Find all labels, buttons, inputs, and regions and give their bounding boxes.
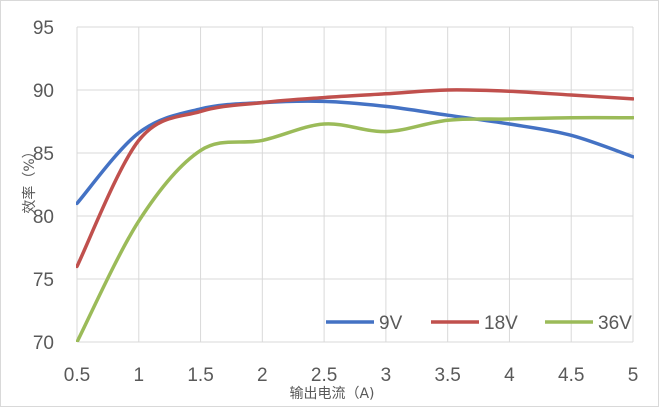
y-tick-label: 75 bbox=[33, 270, 54, 291]
x-tick-label: 2 bbox=[257, 365, 268, 386]
x-tick-label: 4.5 bbox=[558, 365, 584, 386]
y-tick-label: 90 bbox=[33, 81, 54, 102]
x-tick-label: 4 bbox=[504, 365, 515, 386]
grid bbox=[76, 26, 634, 343]
x-tick-label: 5 bbox=[628, 365, 639, 386]
x-tick-label: 2.5 bbox=[311, 365, 337, 386]
legend: 9V 18V 36V bbox=[326, 313, 632, 334]
x-axis-ticks: 0.5 1 1.5 2 2.5 3 3.5 4 4.5 5 bbox=[64, 365, 639, 386]
series-line-36v bbox=[76, 115, 634, 342]
x-tick-label: 3 bbox=[381, 365, 392, 386]
x-tick-label: 1 bbox=[133, 365, 144, 386]
y-axis-ticks: 70 75 80 85 90 95 bbox=[33, 18, 54, 354]
x-tick-label: 0.5 bbox=[64, 365, 90, 386]
y-axis-title: 效率（%） bbox=[21, 144, 38, 213]
x-tick-label: 1.5 bbox=[187, 365, 213, 386]
y-tick-label: 95 bbox=[33, 18, 54, 39]
x-tick-label: 3.5 bbox=[434, 365, 460, 386]
y-tick-label: 70 bbox=[33, 333, 54, 354]
legend-label-36v: 36V bbox=[598, 313, 632, 334]
y-tick-label: 80 bbox=[33, 207, 54, 228]
y-tick-label: 85 bbox=[33, 144, 54, 165]
series-line-18v bbox=[76, 88, 634, 269]
x-axis-title: 输出电流（A) bbox=[289, 386, 374, 402]
legend-label-9v: 9V bbox=[379, 313, 403, 334]
legend-label-18v: 18V bbox=[484, 313, 518, 334]
series-line-9v bbox=[76, 99, 634, 206]
series-layer bbox=[76, 88, 634, 342]
